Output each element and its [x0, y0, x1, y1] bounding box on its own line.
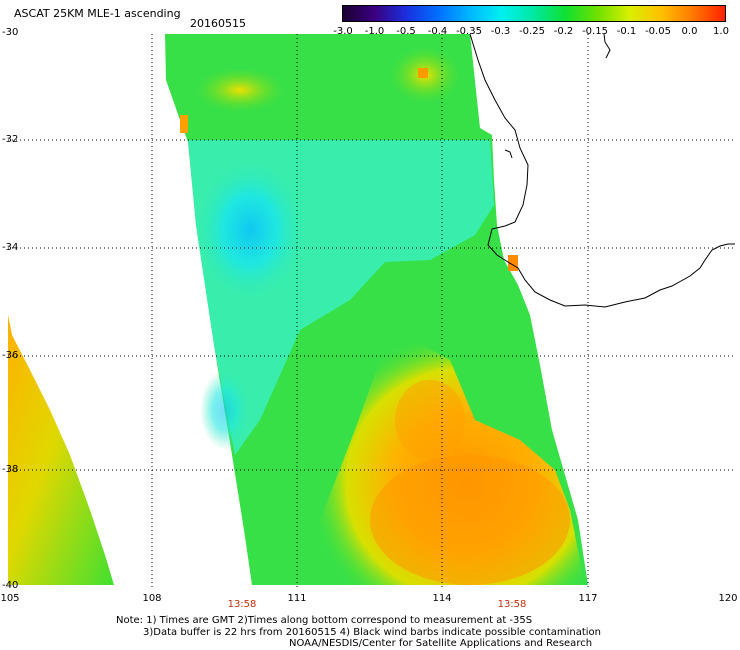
lat-label: -40: [2, 580, 19, 591]
colorbar-tick-label: -0.35: [456, 26, 482, 37]
gridlines: [8, 34, 735, 588]
colorbar-tick-label: -0.3: [490, 26, 511, 37]
time-label: 13:58: [227, 599, 257, 610]
lat-label: -30: [2, 27, 19, 38]
colorbar-tick-label: -0.1: [616, 26, 637, 37]
lat-label: -36: [2, 350, 19, 361]
lat-label: -34: [2, 242, 19, 253]
product-title: ASCAT 25KM MLE-1 ascending: [14, 7, 181, 20]
note-line-1: Note: 1) Times are GMT 2)Times along bot…: [116, 615, 533, 626]
note-line-2: 3)Data buffer is 22 hrs from 20160515 4)…: [143, 627, 601, 638]
coastline: [469, 33, 735, 308]
note-line-3: NOAA/NESDIS/Center for Satellite Applica…: [289, 638, 593, 649]
colorbar-tick-label: -0.2: [553, 26, 574, 37]
swath-main: [165, 34, 588, 585]
lon-label: 117: [578, 593, 598, 604]
lon-label: 105: [0, 593, 20, 604]
time-label: 13:58: [497, 599, 527, 610]
lon-label: 108: [142, 593, 162, 604]
colorbar: [342, 5, 726, 22]
colorbar-tick-label: -0.5: [396, 26, 416, 37]
product-date: 20160515: [190, 17, 246, 30]
colorbar-tick-label: -0.05: [645, 26, 671, 37]
colorbar-tick-label: -3.0: [333, 26, 353, 37]
swath-west: [8, 315, 114, 585]
lon-label: 111: [287, 593, 307, 604]
lon-label: 120: [718, 593, 738, 604]
lat-label: -38: [2, 464, 19, 475]
colorbar-tick-label: -0.15: [582, 26, 608, 37]
lon-label: 114: [432, 593, 452, 604]
colorbar-tick-label: -0.25: [519, 26, 545, 37]
lat-label: -32: [2, 134, 19, 145]
colorbar-tick-label: -1.0: [364, 26, 385, 37]
colorbar-tick-label: -0.4: [427, 26, 448, 37]
colorbar-tick-label: 1.0: [713, 26, 729, 37]
colorbar-tick-label: 0.0: [681, 26, 698, 37]
